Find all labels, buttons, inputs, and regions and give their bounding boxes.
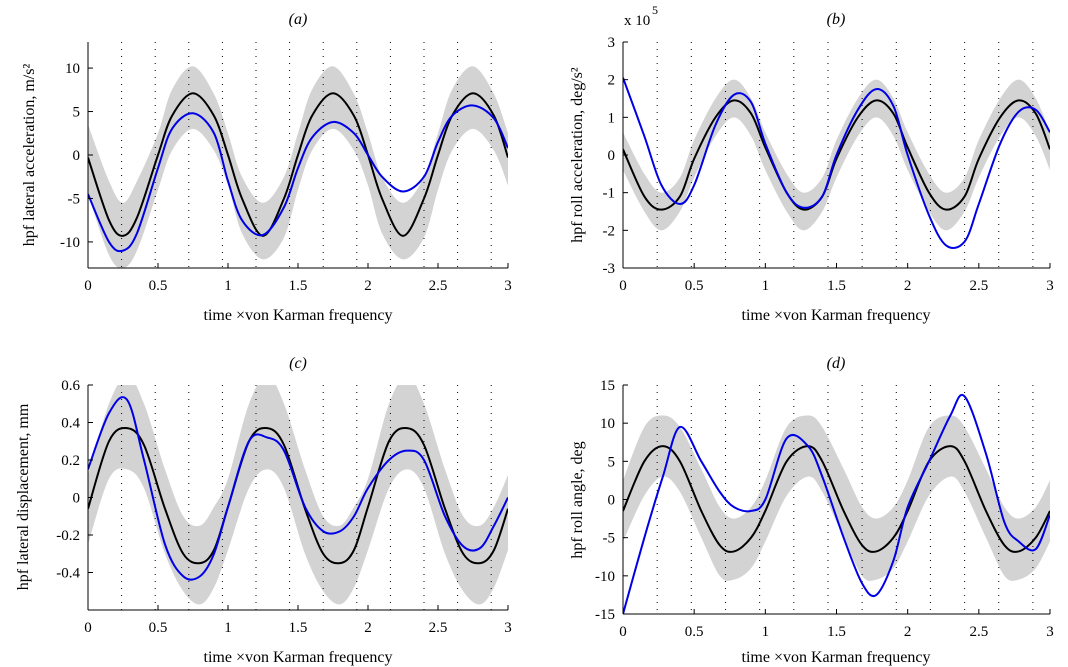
- panel-c-xtick-label: 0.5: [149, 620, 168, 636]
- panel-b-ytick-label: -2: [603, 223, 616, 239]
- panel-c-xtick-label: 1: [224, 620, 232, 636]
- panel-a-xtick-label: 1.5: [289, 278, 308, 294]
- panel-d-ytick-label: 0: [608, 493, 616, 509]
- panel-d: (d) time ×von Karman frequency hpf roll …: [569, 355, 1054, 666]
- panel-c-ytick-label: 0: [73, 491, 81, 507]
- panel-a-xtick-label: 2.5: [429, 278, 448, 294]
- panel-d-xtick-label: 0.5: [685, 624, 704, 640]
- panel-c-xtick-label: 2: [364, 620, 372, 636]
- panel-b-xtick-label: 2: [904, 278, 912, 294]
- panel-b-xlabel: time ×von Karman frequency: [742, 307, 931, 324]
- panel-a: (a) time ×von Karman frequency hpf later…: [21, 11, 512, 324]
- panel-c-ytick-label: -0.4: [56, 566, 80, 582]
- panel-d-measured-line: [623, 394, 1050, 614]
- panel-c-title: (c): [289, 355, 307, 372]
- panel-b-measured-line: [623, 77, 1050, 249]
- panel-c-xtick-label: 2.5: [429, 620, 448, 636]
- panel-d-xtick-label: 1.5: [827, 624, 846, 640]
- panel-d-xtick-label: 0: [619, 624, 627, 640]
- panel-b-xtick-label: 1.5: [827, 278, 846, 294]
- panel-b-scale-label: x 10: [624, 13, 650, 29]
- panel-b-ytick-label: 2: [608, 73, 616, 89]
- panel-b-ytick-label: 0: [608, 148, 616, 164]
- panel-d-ytick-label: -10: [595, 569, 615, 585]
- panel-d-xtick-label: 3: [1046, 624, 1054, 640]
- panel-a-xtick-label: 0.5: [149, 278, 168, 294]
- panel-a-ytick-label: -5: [68, 191, 81, 207]
- panel-a-ylabel: hpf lateral acceleration, m/s²: [21, 64, 38, 247]
- panel-d-ytick-label: 5: [608, 454, 616, 470]
- panel-d-xtick-label: 2.5: [969, 624, 988, 640]
- panel-b-plot: [623, 42, 1050, 268]
- panel-a-xtick-label: 3: [504, 278, 512, 294]
- panel-c-measured-line: [88, 396, 508, 581]
- panel-c-xlabel: time ×von Karman frequency: [204, 649, 393, 666]
- panel-b: (b) x 10 5 time ×von Karman frequency hp…: [569, 3, 1054, 324]
- panel-b-ytick-label: 3: [608, 35, 616, 51]
- panel-a-measured-line: [88, 104, 508, 253]
- panel-b-ytick-label: 1: [608, 110, 616, 126]
- panel-a-ytick-label: 10: [65, 61, 80, 77]
- panel-c-confidence-band: [88, 385, 508, 605]
- panel-b-xtick-label: 0.5: [685, 278, 704, 294]
- panel-c-xtick-label: 3: [504, 620, 512, 636]
- panel-d-plot: [623, 385, 1050, 614]
- panel-d-ytick-label: -5: [603, 531, 616, 547]
- panel-b-scale-exponent: 5: [652, 3, 658, 17]
- panel-d-ytick-label: -15: [595, 607, 615, 623]
- panel-a-xtick-label: 2: [364, 278, 372, 294]
- panel-d-ylabel: hpf roll angle, deg: [569, 441, 586, 558]
- panel-a-ytick-label: 5: [73, 105, 81, 121]
- panel-b-xtick-label: 1: [762, 278, 770, 294]
- panel-c-plot: [88, 385, 508, 610]
- panel-d-ytick-label: 15: [600, 378, 615, 394]
- panel-c-ytick-label: 0.2: [61, 453, 80, 469]
- panel-c-ylabel: hpf lateral displacement, mm: [15, 403, 32, 590]
- panel-d-mean-line: [623, 445, 1050, 553]
- panel-c: (c) time ×von Karman frequency hpf later…: [15, 355, 512, 666]
- panel-a-plot: [88, 42, 508, 268]
- panel-b-ylabel: hpf roll acceleration, deg/s²: [569, 67, 586, 243]
- panel-d-xlabel: time ×von Karman frequency: [742, 649, 931, 666]
- panel-c-ytick-label: 0.4: [61, 416, 80, 432]
- panel-b-title: (b): [827, 11, 846, 28]
- panel-d-confidence-band: [623, 415, 1050, 581]
- panel-c-xtick-label: 1.5: [289, 620, 308, 636]
- panel-a-ytick-label: 0: [73, 148, 81, 164]
- panel-b-xtick-label: 3: [1046, 278, 1054, 294]
- panel-b-mean-line: [623, 99, 1050, 211]
- panel-d-xtick-label: 1: [762, 624, 770, 640]
- panel-b-xtick-label: 0: [619, 278, 627, 294]
- panel-d-ytick-label: 10: [600, 416, 615, 432]
- panel-a-mean-line: [88, 92, 508, 237]
- panel-a-title: (a): [289, 11, 308, 28]
- panel-b-ytick-label: -1: [603, 186, 616, 202]
- panel-b-xtick-label: 2.5: [969, 278, 988, 294]
- panel-a-xtick-label: 1: [224, 278, 232, 294]
- panel-d-xtick-label: 2: [904, 624, 912, 640]
- panel-c-ytick-label: -0.2: [56, 528, 80, 544]
- panel-c-ytick-label: 0.6: [61, 378, 80, 394]
- panel-a-xlabel: time ×von Karman frequency: [204, 307, 393, 324]
- panel-b-ytick-label: -3: [603, 261, 616, 277]
- panel-a-xtick-label: 0: [84, 278, 92, 294]
- panel-c-xtick-label: 0: [84, 620, 92, 636]
- panel-d-title: (d): [827, 355, 846, 372]
- panel-a-ytick-label: -10: [60, 235, 80, 251]
